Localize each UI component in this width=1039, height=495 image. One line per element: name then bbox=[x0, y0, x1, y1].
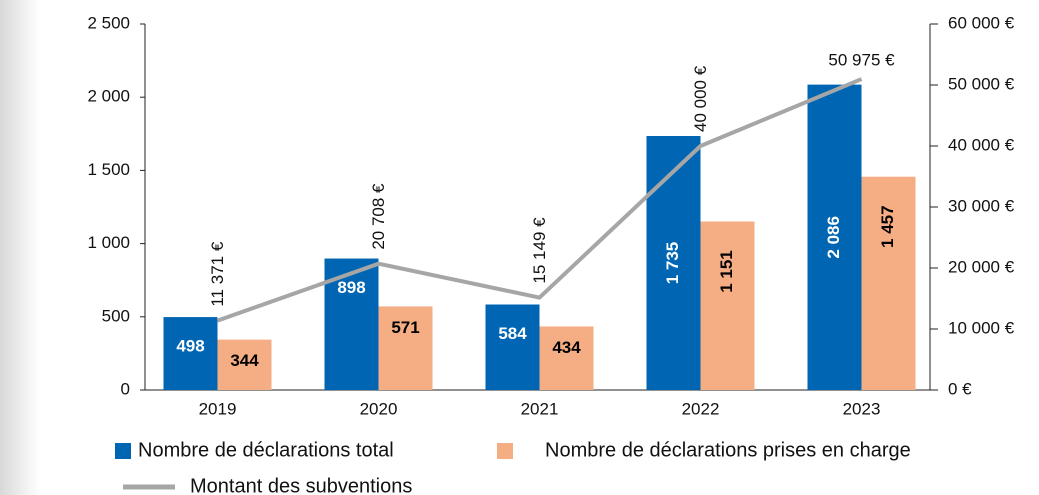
x-tick-label: 2020 bbox=[360, 399, 398, 418]
edge-shade bbox=[0, 0, 40, 495]
bar bbox=[539, 326, 594, 390]
x-tick-label: 2022 bbox=[682, 399, 720, 418]
bar bbox=[861, 176, 916, 390]
bar bbox=[485, 304, 540, 390]
value-label: 1 457 bbox=[878, 205, 897, 248]
value-label: 498 bbox=[176, 337, 204, 356]
y-tick-label: 1 500 bbox=[87, 160, 130, 179]
y-tick-label: 2 000 bbox=[87, 87, 130, 106]
value-label: 1 151 bbox=[717, 250, 736, 293]
line bbox=[216, 77, 863, 323]
value-label: 2 086 bbox=[824, 216, 843, 259]
y2-tick-label: 30 000 € bbox=[948, 196, 1015, 215]
x-tick-label: 2019 bbox=[199, 399, 237, 418]
y2-tick-label: 60 000 € bbox=[948, 13, 1015, 32]
bar bbox=[646, 135, 701, 390]
y-tick-label: 0 bbox=[121, 379, 130, 398]
bar bbox=[217, 339, 272, 390]
line-label: 40 000 € bbox=[691, 65, 710, 132]
value-label: 1 735 bbox=[663, 242, 682, 285]
bar bbox=[700, 221, 755, 390]
bar bbox=[807, 84, 862, 391]
value-label: 344 bbox=[230, 351, 259, 370]
line-label: 15 149 € bbox=[530, 217, 549, 284]
y2-tick-label: 40 000 € bbox=[948, 135, 1015, 154]
line-label: 11 371 € bbox=[208, 241, 227, 306]
line-label: 50 975 € bbox=[828, 51, 895, 70]
x-tick-label: 2021 bbox=[521, 399, 559, 418]
y2-tick-label: 0 € bbox=[948, 379, 972, 398]
value-label: 434 bbox=[552, 338, 581, 357]
y-tick-label: 2 500 bbox=[87, 13, 130, 32]
line-label: 20 708 € bbox=[369, 183, 388, 250]
value-label: 584 bbox=[498, 324, 527, 343]
legend-swatch bbox=[497, 443, 513, 459]
legend-label: Montant des subventions bbox=[190, 475, 412, 495]
x-tick-label: 2023 bbox=[843, 399, 881, 418]
legend-label: Nombre de déclarations total bbox=[138, 439, 394, 461]
y2-tick-label: 50 000 € bbox=[948, 74, 1015, 93]
legend-label: Nombre de déclarations prises en charge bbox=[545, 439, 911, 461]
value-label: 571 bbox=[391, 318, 419, 337]
bar bbox=[163, 317, 218, 390]
y2-tick-label: 20 000 € bbox=[948, 257, 1015, 276]
y-tick-label: 500 bbox=[102, 306, 130, 325]
value-label: 898 bbox=[337, 278, 365, 297]
y2-tick-label: 10 000 € bbox=[948, 318, 1015, 337]
y-tick-label: 1 000 bbox=[87, 233, 130, 252]
legend-swatch bbox=[115, 443, 131, 459]
bar bbox=[378, 306, 433, 390]
